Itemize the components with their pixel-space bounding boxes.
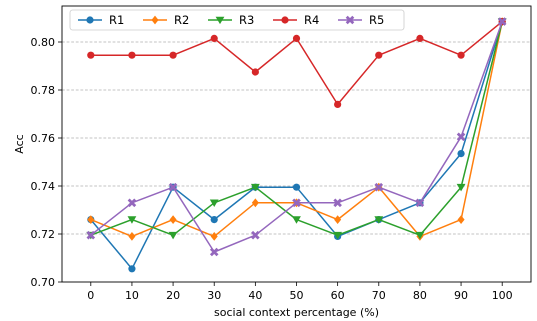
data-point (127, 198, 137, 208)
data-point (333, 198, 342, 208)
series-r4 (87, 18, 506, 108)
legend-marker (151, 15, 159, 25)
data-point (86, 230, 96, 240)
x-axis: 0 10 20 30 40 50 60 70 80 90 100 (87, 282, 513, 302)
x-tick-label: 70 (372, 289, 386, 302)
data-point (169, 215, 177, 224)
data-point (415, 198, 425, 208)
legend-marker (86, 16, 94, 24)
x-tick-label: 0 (87, 289, 94, 302)
legend-label: R1 (109, 13, 124, 27)
legend: R1 R2 R3 R4 R5 (69, 9, 405, 31)
data-point (456, 132, 466, 142)
data-point (128, 51, 136, 59)
data-point (168, 231, 178, 240)
x-axis-label: social context percentage (%) (214, 306, 379, 319)
y-tick-label: 0.74 (31, 180, 56, 193)
y-tick-label: 0.76 (31, 132, 56, 145)
data-point (169, 51, 177, 59)
legend-item-r3: R3 (208, 13, 254, 27)
x-tick-label: 30 (207, 289, 221, 302)
data-point (127, 216, 137, 224)
data-point (374, 182, 384, 192)
series-layer (86, 17, 507, 273)
legend-label: R4 (304, 13, 319, 27)
legend-item-r1: R1 (78, 13, 124, 27)
legend-box (69, 9, 405, 31)
legend-marker (345, 15, 355, 25)
data-point (292, 34, 301, 43)
legend-marker (281, 16, 289, 24)
data-point (209, 247, 219, 257)
data-point (333, 231, 343, 240)
data-point (251, 230, 260, 240)
data-point (334, 100, 342, 108)
data-point (210, 34, 218, 43)
data-point (87, 51, 95, 59)
data-point (416, 34, 424, 43)
data-point (456, 183, 466, 192)
legend-label: R2 (174, 13, 189, 27)
series-r1 (87, 18, 506, 273)
legend-label: R3 (239, 13, 254, 27)
legend-item-r5: R5 (338, 13, 384, 27)
data-point (457, 51, 465, 59)
data-point (334, 215, 342, 224)
data-point (128, 232, 136, 241)
legend-item-r2: R2 (143, 13, 189, 27)
plot-frame (61, 5, 532, 283)
series-r5 (86, 17, 507, 257)
data-point (251, 198, 259, 208)
x-tick-label: 50 (290, 289, 304, 302)
data-point (209, 199, 219, 207)
data-point (250, 183, 260, 192)
data-point (210, 232, 218, 241)
series-line (90, 21, 503, 106)
x-tick-label: 90 (454, 289, 468, 302)
y-tick-label: 0.78 (31, 84, 56, 97)
y-tick-label: 0.80 (31, 36, 56, 49)
data-point (251, 68, 259, 76)
y-axis-label: Acc (13, 134, 26, 153)
y-tick-label: 0.72 (31, 228, 56, 241)
legend-item-r4: R4 (273, 13, 319, 27)
x-tick-label: 20 (166, 289, 180, 302)
data-point (292, 216, 301, 224)
y-axis: 0.70 0.72 0.74 0.76 0.78 0.80 (31, 36, 62, 289)
x-tick-label: 60 (331, 289, 345, 302)
data-point (128, 265, 136, 273)
data-point (415, 231, 425, 240)
x-tick-label: 80 (413, 289, 427, 302)
legend-marker (215, 16, 225, 25)
data-point (457, 150, 465, 158)
legend-label: R5 (369, 13, 384, 27)
data-point (168, 182, 178, 192)
data-point (497, 17, 507, 26)
x-tick-label: 100 (492, 289, 513, 302)
y-tick-label: 0.70 (31, 276, 56, 289)
data-point (374, 216, 384, 224)
data-point (457, 215, 465, 224)
data-point (292, 183, 301, 191)
x-tick-label: 40 (248, 289, 262, 302)
data-point (210, 216, 218, 224)
data-point (292, 198, 301, 208)
data-point (375, 51, 383, 59)
data-point (87, 215, 95, 224)
x-tick-label: 10 (125, 289, 139, 302)
series-line (90, 21, 503, 270)
